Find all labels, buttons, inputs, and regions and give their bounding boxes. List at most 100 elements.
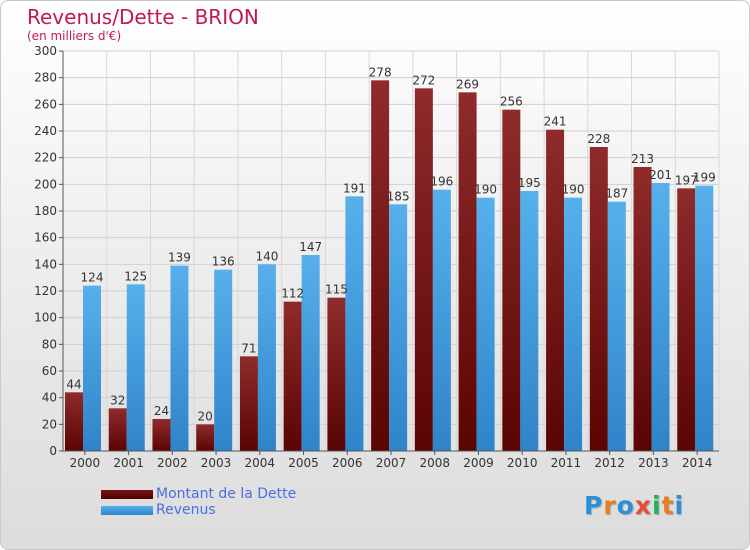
data-label-revenus: 191	[343, 181, 366, 195]
bar-revenus-2006	[345, 196, 364, 451]
bar-dette-2009	[458, 92, 477, 451]
bar-dette-2000	[65, 392, 83, 451]
y-tick-label: 220	[34, 151, 57, 165]
x-tick-label: 2010	[507, 456, 538, 470]
data-label-dette: 256	[500, 95, 523, 109]
data-label-revenus: 140	[255, 249, 278, 263]
y-tick-label: 60	[42, 364, 57, 378]
data-label-revenus: 139	[168, 251, 191, 265]
x-tick-label: 2005	[288, 456, 319, 470]
x-tick-label: 2004	[245, 456, 276, 470]
bar-revenus-2009	[476, 197, 495, 451]
y-tick-label: 300	[34, 44, 57, 58]
y-tick-label: 160	[34, 231, 57, 245]
bar-revenus-2003	[214, 269, 233, 451]
bar-revenus-2007	[389, 204, 408, 451]
data-label-revenus: 187	[605, 187, 628, 201]
data-label-dette: 278	[369, 65, 392, 79]
bar-revenus-2008	[432, 189, 451, 451]
bar-revenus-2012	[607, 201, 626, 451]
x-tick-label: 2014	[682, 456, 713, 470]
bar-dette-2007	[371, 80, 390, 451]
data-label-dette: 71	[241, 341, 256, 355]
bar-revenus-2004	[257, 264, 276, 451]
bar-dette-2010	[502, 109, 521, 452]
x-tick-label: 2000	[70, 456, 101, 470]
y-tick-label: 240	[34, 124, 57, 138]
y-tick-label: 40	[42, 391, 57, 405]
data-label-revenus: 125	[124, 269, 147, 283]
data-label-revenus: 201	[649, 168, 672, 182]
data-label-dette: 272	[412, 73, 435, 87]
data-label-dette: 197	[675, 173, 698, 187]
data-label-dette: 32	[110, 393, 125, 407]
data-label-dette: 115	[325, 283, 348, 297]
bar-dette-2011	[546, 129, 565, 451]
data-label-dette: 44	[66, 377, 81, 391]
bar-dette-2003	[196, 424, 215, 451]
x-tick-label: 2012	[594, 456, 625, 470]
bar-dette-2006	[327, 297, 346, 451]
data-label-revenus: 124	[81, 271, 104, 285]
proxiti-logo: Proxiti	[584, 491, 685, 520]
bar-revenus-2014	[695, 185, 714, 451]
y-tick-label: 140	[34, 257, 57, 271]
x-tick-label: 2007	[376, 456, 407, 470]
x-tick-label: 2008	[419, 456, 450, 470]
bar-dette-2001	[108, 408, 127, 451]
data-label-dette: 213	[631, 152, 654, 166]
bar-dette-2002	[152, 419, 171, 451]
chart-title: Revenus/Dette - BRION	[27, 5, 259, 29]
bar-revenus-2011	[564, 197, 583, 451]
data-label-dette: 228	[587, 132, 610, 146]
bar-dette-2008	[414, 88, 433, 451]
bar-dette-2013	[633, 167, 652, 451]
data-label-revenus: 147	[299, 240, 322, 254]
data-label-revenus: 199	[693, 171, 716, 185]
x-tick-label: 2002	[157, 456, 188, 470]
data-label-revenus: 190	[562, 183, 585, 197]
legend-swatch-dette	[101, 490, 153, 499]
bar-revenus-2005	[301, 255, 320, 451]
bar-dette-2005	[283, 301, 302, 451]
x-tick-label: 2006	[332, 456, 363, 470]
y-tick-label: 200	[34, 177, 57, 191]
bar-dette-2004	[239, 356, 258, 451]
bar-revenus-2000	[83, 285, 101, 451]
data-label-revenus: 185	[387, 189, 410, 203]
y-tick-label: 20	[42, 417, 57, 431]
x-tick-label: 2013	[638, 456, 669, 470]
bar-revenus-2002	[170, 265, 189, 451]
x-tick-label: 2003	[201, 456, 232, 470]
x-tick-label: 2001	[113, 456, 144, 470]
x-tick-label: 2009	[463, 456, 494, 470]
legend-swatch-revenus	[101, 506, 153, 515]
data-label-dette: 241	[544, 115, 567, 129]
y-tick-label: 80	[42, 337, 57, 351]
chart-subtitle: (en milliers d'€)	[27, 29, 122, 43]
x-tick-label: 2011	[551, 456, 582, 470]
bar-revenus-2013	[651, 183, 670, 451]
legend-label-dette: Montant de la Dette	[156, 486, 297, 502]
data-label-dette: 20	[198, 409, 213, 423]
bar-revenus-2010	[520, 191, 539, 451]
y-tick-label: 260	[34, 97, 57, 111]
y-tick-label: 120	[34, 284, 57, 298]
data-label-dette: 112	[281, 287, 304, 301]
data-label-revenus: 136	[212, 255, 235, 269]
data-label-revenus: 190	[474, 183, 497, 197]
y-tick-label: 280	[34, 71, 57, 85]
data-label-revenus: 196	[430, 175, 453, 189]
y-tick-label: 100	[34, 311, 57, 325]
y-tick-label: 0	[49, 444, 57, 458]
data-label-revenus: 195	[518, 176, 541, 190]
legend-label-revenus: Revenus	[156, 502, 216, 518]
data-label-dette: 269	[456, 77, 479, 91]
data-label-dette: 24	[154, 404, 169, 418]
bar-revenus-2001	[126, 284, 145, 451]
bar-dette-2012	[589, 147, 608, 451]
y-tick-label: 180	[34, 204, 57, 218]
bar-dette-2014	[677, 188, 696, 452]
